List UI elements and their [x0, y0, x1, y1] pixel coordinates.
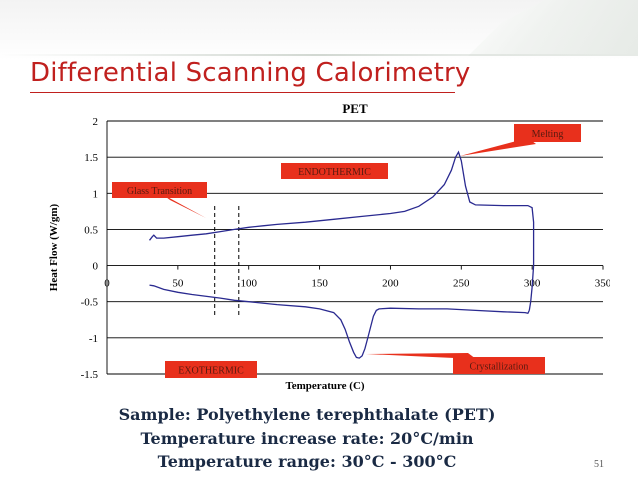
x-tick-label: 50	[172, 278, 184, 290]
y-axis-label: Heat Flow (W/gm)	[48, 203, 60, 291]
melting-callout-box	[514, 124, 581, 142]
caption-sample: Sample: Polyethylene terephthalate (PET)	[118, 405, 496, 424]
exothermic-callout-label: EXOTHERMIC	[178, 366, 244, 377]
dsc-chart: -1.5-1-0.500.511.520 50 100 150 200 250 300 350…	[48, 101, 610, 392]
y-tick-label: -1.5	[81, 369, 99, 381]
y-tick-label: 1.5	[84, 152, 98, 164]
cooling-curve	[149, 284, 530, 359]
page-number: 51	[594, 459, 604, 470]
glass-transition-callout-box	[112, 182, 207, 198]
glass-transition-callout-pointer	[162, 194, 206, 218]
endothermic-callout-box	[281, 163, 388, 179]
header-divider	[0, 54, 638, 56]
x-tick-label: 0	[104, 278, 110, 290]
y-tick-label: 0.5	[84, 224, 98, 236]
endothermic-callout-label: ENDOTHERMIC	[298, 167, 371, 178]
heating-curve	[148, 150, 535, 311]
exothermic-callout-box	[165, 361, 257, 378]
chart-title: PET	[342, 101, 368, 116]
y-tick-label: 0	[93, 261, 99, 273]
x-tick-label: 150	[311, 278, 328, 290]
melting-callout-label: Melting	[532, 129, 564, 140]
caption-range: Temperature range: 30°C - 300°C	[157, 452, 457, 471]
slide-title: Differential Scanning Calorimetry	[30, 58, 471, 88]
caption-rate: Temperature increase rate: 20°C/min	[140, 429, 474, 448]
title-underline	[30, 92, 455, 93]
crystallization-callout-box	[453, 357, 545, 374]
y-tick-label: -1	[89, 333, 98, 345]
x-tick-label: 100	[240, 278, 257, 290]
y-tick-label: 1	[93, 188, 99, 200]
melting-callout-pointer	[460, 138, 536, 156]
y-tick-label: 2	[93, 116, 99, 128]
x-tick-label: 250	[453, 278, 470, 290]
x-tick-label: 350	[595, 278, 610, 290]
crystallization-callout-pointer	[366, 353, 476, 359]
x-axis-label: Temperature (C)	[285, 380, 364, 392]
x-tick-label: 200	[382, 278, 399, 290]
glass-transition-callout-label: Glass Transition	[127, 186, 192, 197]
y-tick-label: -0.5	[81, 297, 99, 309]
crystallization-callout-label: Crystallization	[470, 362, 529, 373]
